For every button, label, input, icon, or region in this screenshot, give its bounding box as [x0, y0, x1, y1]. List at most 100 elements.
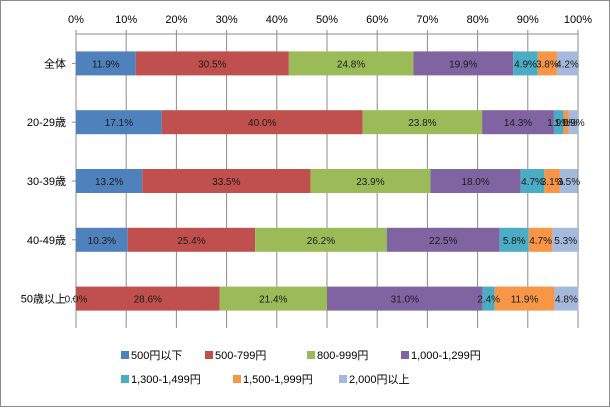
bar-segment — [482, 286, 495, 311]
data-label: 0.0% — [65, 295, 88, 306]
x-axis-ticks: 0% 10% 20% 30% 40% 50% 60% 70% 80% 90% 100% — [68, 14, 592, 26]
bar-segment — [288, 51, 414, 76]
data-label: 40.0% — [248, 118, 276, 129]
bar-segment — [552, 227, 580, 252]
bar-segment — [513, 51, 538, 76]
x-tick-label: 10% — [115, 14, 137, 26]
legend-label: 800-999円 — [317, 350, 368, 362]
data-label: 23.9% — [356, 177, 384, 188]
category-label: 50歳以上 — [21, 293, 66, 306]
data-label: 22.5% — [429, 236, 457, 247]
x-tick-label: 0% — [68, 14, 84, 26]
legend-swatch — [233, 375, 241, 383]
data-label: 5.3% — [554, 236, 577, 247]
data-label: 11.9% — [92, 59, 120, 70]
data-label: 10.3% — [88, 236, 116, 247]
category-label: 30-39歳 — [27, 175, 66, 188]
bar-segment — [520, 169, 545, 193]
legend-label: 1,300-1,499円 — [131, 374, 201, 386]
x-tick-label: 60% — [366, 14, 388, 26]
legend-label: 2,000円以上 — [349, 373, 410, 386]
data-label: 33.5% — [212, 177, 240, 188]
legend-label: 1,500-1,999円 — [243, 374, 313, 386]
x-tick-label: 90% — [517, 14, 539, 26]
legend-swatch — [307, 351, 315, 359]
bar-segment — [327, 286, 483, 311]
legend-label: 1,000-1,299円 — [411, 350, 481, 362]
legend-swatch — [339, 375, 347, 383]
data-label: 4.2% — [556, 59, 579, 70]
bar-segment — [556, 51, 578, 76]
bar-segment — [554, 286, 579, 311]
legend: 500円以下 500-799円 800-999円 1,000-1,299円 1,300-… — [121, 350, 481, 386]
data-label: 25.4% — [177, 236, 205, 247]
data-label: 13.2% — [95, 177, 123, 188]
data-label: 3.5% — [557, 177, 580, 188]
x-tick-label: 80% — [467, 14, 489, 26]
category-label: 20-29歳 — [27, 116, 66, 129]
legend-swatch — [401, 351, 409, 359]
bar-segment — [255, 227, 387, 252]
bar-segment — [76, 110, 162, 135]
data-label: 2.4% — [477, 295, 500, 306]
data-label: 18.0% — [461, 177, 489, 188]
x-tick-label: 30% — [216, 14, 238, 26]
bar-segment — [142, 169, 311, 193]
bar-segment — [362, 110, 483, 135]
data-label: 3.1% — [541, 177, 564, 188]
data-label: 28.6% — [134, 295, 162, 306]
legend-label: 500円以下 — [131, 350, 182, 362]
data-label: 19.9% — [449, 59, 477, 70]
data-label: 1.0% — [555, 118, 578, 129]
bar-segment — [563, 110, 569, 135]
category-label: 40-49歳 — [27, 234, 66, 247]
data-label: 4.7% — [521, 177, 544, 188]
data-label: 30.5% — [198, 59, 226, 70]
bar-segment — [135, 51, 289, 76]
data-label: 4.8% — [555, 295, 578, 306]
bars — [76, 51, 580, 311]
bar-segment — [528, 227, 553, 252]
data-label: 14.3% — [504, 118, 532, 129]
x-tick-label: 50% — [316, 14, 338, 26]
legend-swatch — [121, 375, 129, 383]
data-label: 21.4% — [259, 295, 287, 306]
data-label: 5.8% — [503, 236, 526, 247]
legend-swatch — [121, 351, 129, 359]
data-label: 4.9% — [514, 59, 537, 70]
bar-segment — [76, 227, 128, 252]
x-tick-label: 40% — [266, 14, 288, 26]
data-label: 23.8% — [408, 118, 436, 129]
bar-segment — [544, 169, 560, 193]
legend-label: 500-799円 — [215, 350, 266, 362]
category-label: 全体 — [44, 56, 66, 70]
data-label: 31.0% — [391, 295, 419, 306]
bar-segment — [76, 286, 220, 311]
bar-segment — [494, 286, 555, 311]
x-tick-label: 20% — [165, 14, 187, 26]
bar-segment — [482, 110, 554, 135]
category-labels: 全体 20-29歳 30-39歳 40-49歳 50歳以上 — [21, 56, 66, 305]
data-label: 24.8% — [337, 59, 365, 70]
bar-segment — [310, 169, 431, 193]
bar-segment — [386, 227, 500, 252]
bar-segment — [161, 110, 363, 135]
bar-segment — [568, 110, 578, 135]
data-label: 17.1% — [105, 118, 133, 129]
x-tick-label: 100% — [564, 14, 592, 26]
legend-swatch — [205, 351, 213, 359]
bar-segment — [76, 51, 136, 76]
bar-segment — [219, 286, 327, 311]
data-label: 3.8% — [536, 59, 559, 70]
bar-segment — [413, 51, 514, 76]
bar-segment — [559, 169, 578, 193]
data-label: 1.9% — [547, 118, 570, 129]
data-label: 26.2% — [307, 236, 335, 247]
data-label: 11.9% — [511, 295, 539, 306]
data-label: 1.9% — [562, 118, 585, 129]
bar-segment — [127, 227, 256, 252]
x-tick-label: 70% — [416, 14, 438, 26]
data-labels: 11.9% 30.5% 24.8% 19.9% 4.9% 3.8%4.2% 17.1% 40.… — [65, 59, 585, 305]
